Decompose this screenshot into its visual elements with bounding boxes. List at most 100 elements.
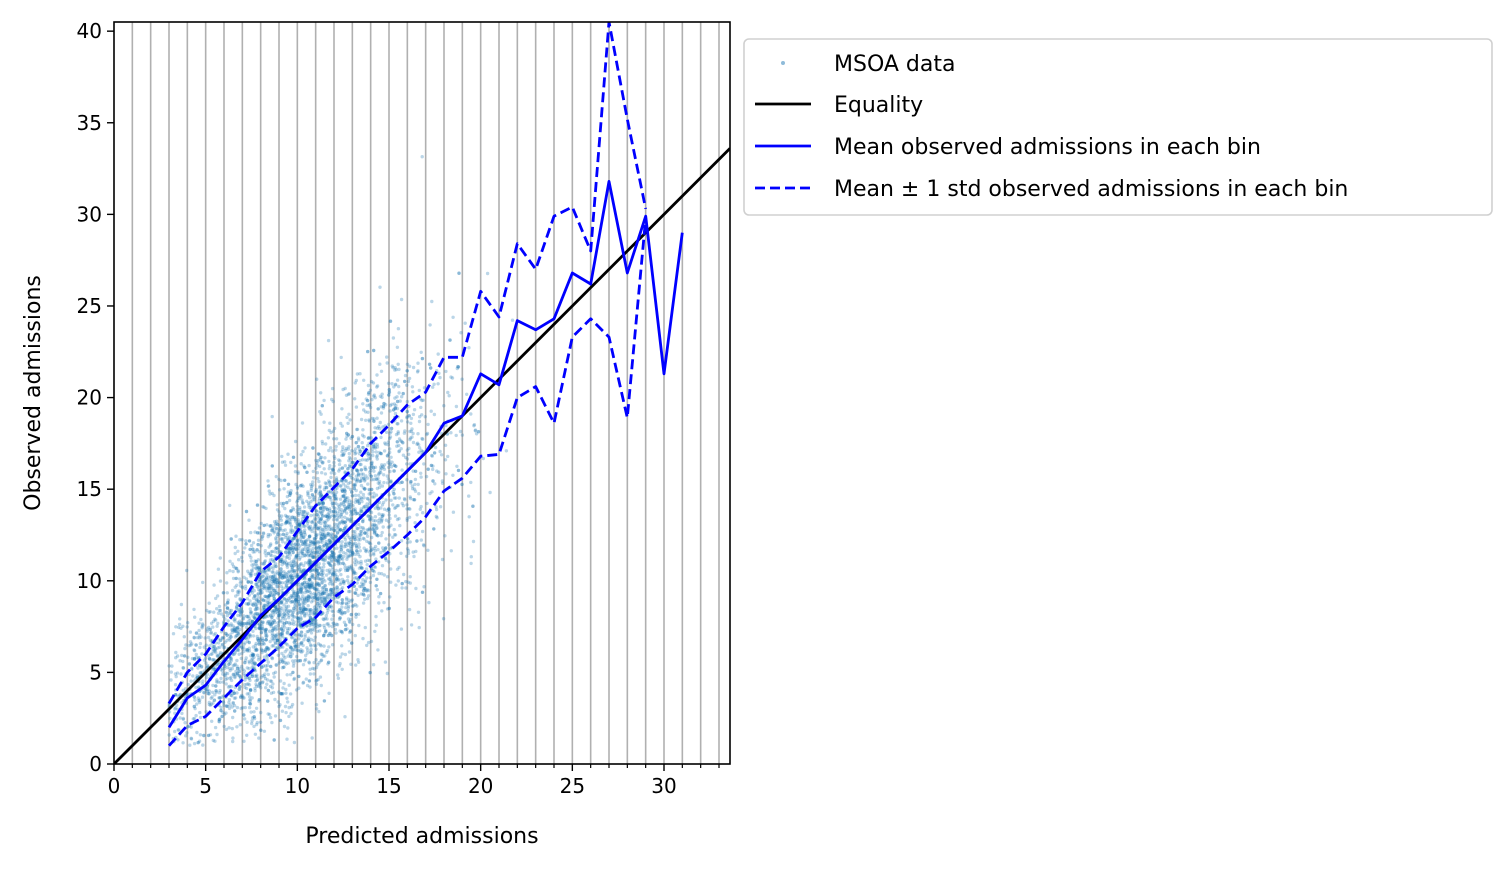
scatter-point xyxy=(254,722,259,727)
scatter-point xyxy=(303,577,307,581)
scatter-point xyxy=(176,728,180,732)
scatter-point xyxy=(331,533,335,537)
scatter-point xyxy=(264,614,268,618)
scatter-point xyxy=(382,449,387,453)
scatter-point xyxy=(302,638,306,642)
scatter-point xyxy=(372,444,376,449)
scatter-point xyxy=(365,496,370,501)
scatter-point xyxy=(403,429,407,433)
scatter-point xyxy=(392,492,396,496)
scatter-point xyxy=(330,590,334,595)
scatter-point xyxy=(271,566,275,571)
scatter-point xyxy=(320,547,324,552)
scatter-point xyxy=(232,696,237,700)
scatter-point xyxy=(325,507,329,512)
scatter-point xyxy=(324,587,329,592)
scatter-point xyxy=(385,454,390,458)
scatter-point xyxy=(183,646,187,651)
scatter-point xyxy=(272,738,276,742)
scatter-point xyxy=(346,447,350,451)
scatter-point xyxy=(373,529,377,533)
scatter-point xyxy=(351,551,355,555)
scatter-point xyxy=(343,542,348,547)
scatter-point xyxy=(393,506,397,510)
scatter-point xyxy=(201,623,205,627)
scatter-point xyxy=(305,630,309,634)
scatter-point xyxy=(313,626,318,630)
scatter-point xyxy=(327,645,331,649)
scatter-point xyxy=(194,713,198,718)
scatter-point xyxy=(254,559,258,564)
scatter-point xyxy=(213,693,217,697)
scatter-point xyxy=(330,583,335,587)
scatter-point xyxy=(355,581,359,585)
scatter-point xyxy=(337,462,342,467)
scatter-point xyxy=(430,453,434,458)
scatter-point xyxy=(245,621,249,625)
scatter-point xyxy=(419,475,423,479)
scatter-point xyxy=(264,635,268,639)
scatter-point xyxy=(269,528,274,533)
scatter-point xyxy=(369,548,373,553)
scatter-point xyxy=(289,646,293,650)
scatter-point xyxy=(228,666,232,671)
scatter-point xyxy=(305,470,309,474)
scatter-point xyxy=(337,559,341,563)
scatter-point xyxy=(312,660,316,665)
scatter-point xyxy=(413,482,417,487)
scatter-point xyxy=(311,498,315,502)
scatter-point xyxy=(299,641,304,645)
scatter-point xyxy=(375,373,379,377)
scatter-point xyxy=(251,657,255,661)
scatter-point xyxy=(411,469,415,473)
y-tick-label: 30 xyxy=(77,202,102,226)
scatter-point xyxy=(329,532,334,536)
scatter-point xyxy=(361,506,366,510)
scatter-point xyxy=(331,399,335,404)
scatter-point xyxy=(347,451,351,456)
scatter-point xyxy=(209,696,213,700)
scatter-point xyxy=(389,480,393,484)
scatter-point xyxy=(388,403,393,408)
scatter-point xyxy=(327,479,331,483)
scatter-point xyxy=(362,546,366,550)
scatter-point xyxy=(388,447,392,451)
scatter-point xyxy=(219,676,223,681)
scatter-point xyxy=(308,585,312,589)
scatter-point xyxy=(280,666,285,670)
scatter-point xyxy=(351,622,355,627)
scatter-point xyxy=(343,611,347,615)
scatter-point xyxy=(335,486,339,490)
scatter-point xyxy=(358,538,362,542)
scatter-point xyxy=(310,520,314,525)
scatter-point xyxy=(328,483,332,487)
scatter-point xyxy=(282,609,286,613)
scatter-point xyxy=(344,495,348,500)
scatter-point xyxy=(333,456,337,461)
scatter-point xyxy=(325,515,330,519)
scatter-point xyxy=(307,583,311,587)
scatter-point xyxy=(388,319,393,323)
scatter-point xyxy=(315,568,319,573)
scatter-point xyxy=(266,712,270,716)
scatter-point xyxy=(340,540,344,544)
scatter-point xyxy=(405,518,409,523)
scatter-point xyxy=(257,656,261,660)
scatter-point xyxy=(327,459,331,464)
scatter-point xyxy=(366,514,370,518)
scatter-point xyxy=(443,534,447,538)
scatter-point xyxy=(392,496,397,500)
scatter-point xyxy=(285,563,289,567)
scatter-point xyxy=(316,597,320,601)
scatter-point xyxy=(270,621,275,625)
scatter-point xyxy=(419,405,423,410)
scatter-point xyxy=(324,629,328,634)
scatter-point xyxy=(372,553,376,557)
scatter-point xyxy=(319,506,323,511)
scatter-point xyxy=(319,549,323,553)
scatter-point xyxy=(408,575,412,579)
scatter-point xyxy=(436,382,440,386)
scatter-point xyxy=(307,595,311,599)
scatter-point xyxy=(285,626,290,631)
scatter-point xyxy=(340,644,344,648)
